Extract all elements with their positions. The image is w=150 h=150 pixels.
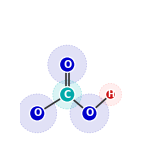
Text: onate (HCO₃⁻) ion Lewis dot structure, mo: onate (HCO₃⁻) ion Lewis dot structure, m… (2, 2, 150, 8)
Text: O: O (85, 108, 94, 118)
Text: O: O (33, 108, 41, 118)
Circle shape (30, 106, 45, 121)
Text: C: C (64, 90, 71, 99)
Text: ation, formal charges, polar vs. non-polar: ation, formal charges, polar vs. non-pol… (2, 33, 150, 39)
Circle shape (105, 90, 116, 99)
Circle shape (18, 94, 57, 133)
Text: O: O (63, 60, 71, 70)
Circle shape (59, 57, 75, 72)
Circle shape (59, 87, 75, 102)
Circle shape (53, 80, 82, 109)
Text: H: H (107, 90, 114, 99)
Circle shape (48, 45, 87, 84)
Circle shape (82, 106, 97, 121)
Text: etry or shape, electron geometry, bond a: etry or shape, electron geometry, bond a (2, 17, 150, 23)
Circle shape (99, 83, 122, 106)
Circle shape (70, 94, 109, 133)
